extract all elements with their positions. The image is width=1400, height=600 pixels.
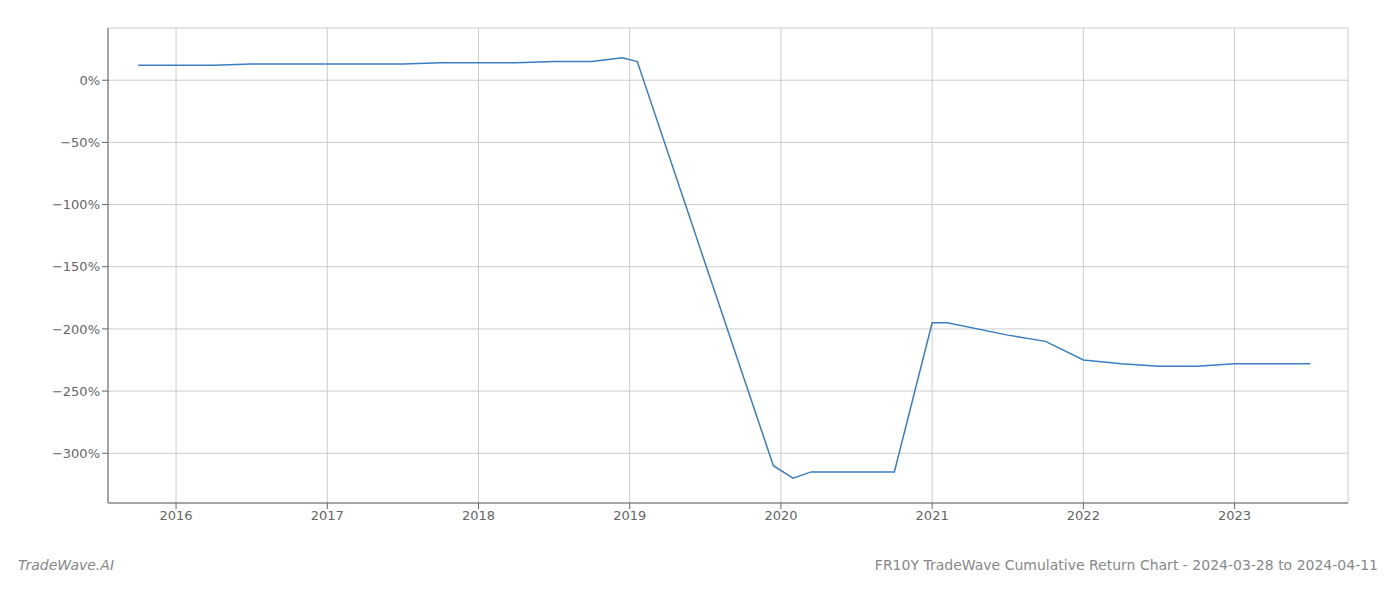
svg-text:2022: 2022 bbox=[1067, 508, 1100, 523]
svg-text:−150%: −150% bbox=[52, 259, 100, 274]
html-text:TradeWave.AI: TradeWave.AI bbox=[18, 557, 114, 573]
svg-text:2016: 2016 bbox=[160, 508, 193, 523]
svg-text:−250%: −250% bbox=[52, 384, 100, 399]
svg-text:0%: 0% bbox=[79, 73, 100, 88]
html-text:FR10Y TradeWave Cumulative Ret: FR10Y TradeWave Cumulative Return Chart … bbox=[874, 557, 1378, 573]
svg-text:−300%: −300% bbox=[52, 446, 100, 461]
svg-text:2023: 2023 bbox=[1218, 508, 1251, 523]
svg-text:2018: 2018 bbox=[462, 508, 495, 523]
svg-text:2019: 2019 bbox=[613, 508, 646, 523]
svg-text:2017: 2017 bbox=[311, 508, 344, 523]
svg-text:−200%: −200% bbox=[52, 322, 100, 337]
svg-text:−50%: −50% bbox=[60, 135, 100, 150]
svg-text:2021: 2021 bbox=[916, 508, 949, 523]
svg-text:2020: 2020 bbox=[764, 508, 797, 523]
svg-text:−100%: −100% bbox=[52, 197, 100, 212]
